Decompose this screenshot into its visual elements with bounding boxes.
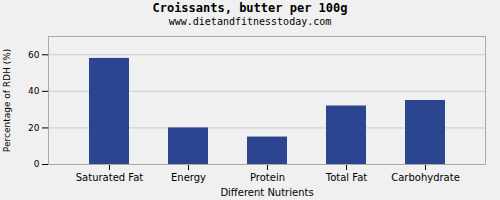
svg-text:Protein: Protein bbox=[250, 172, 285, 183]
svg-text:Percentage of RDH (%): Percentage of RDH (%) bbox=[2, 49, 12, 152]
html-text:www.dietandfitnesstoday.com: www.dietandfitnesstoday.com bbox=[168, 16, 332, 27]
svg-text:20: 20 bbox=[28, 123, 40, 133]
svg-text:Total Fat: Total Fat bbox=[325, 172, 367, 183]
svg-text:Carbohydrate: Carbohydrate bbox=[391, 172, 460, 183]
svg-text:Energy: Energy bbox=[171, 172, 206, 183]
html-text:Croissants, butter per 100g: Croissants, butter per 100g bbox=[152, 1, 348, 15]
svg-text:40: 40 bbox=[28, 86, 40, 96]
svg-text:Saturated Fat: Saturated Fat bbox=[76, 172, 144, 183]
svg-text:Different Nutrients: Different Nutrients bbox=[220, 187, 313, 198]
svg-text:0: 0 bbox=[34, 159, 40, 169]
svg-text:60: 60 bbox=[28, 50, 40, 60]
